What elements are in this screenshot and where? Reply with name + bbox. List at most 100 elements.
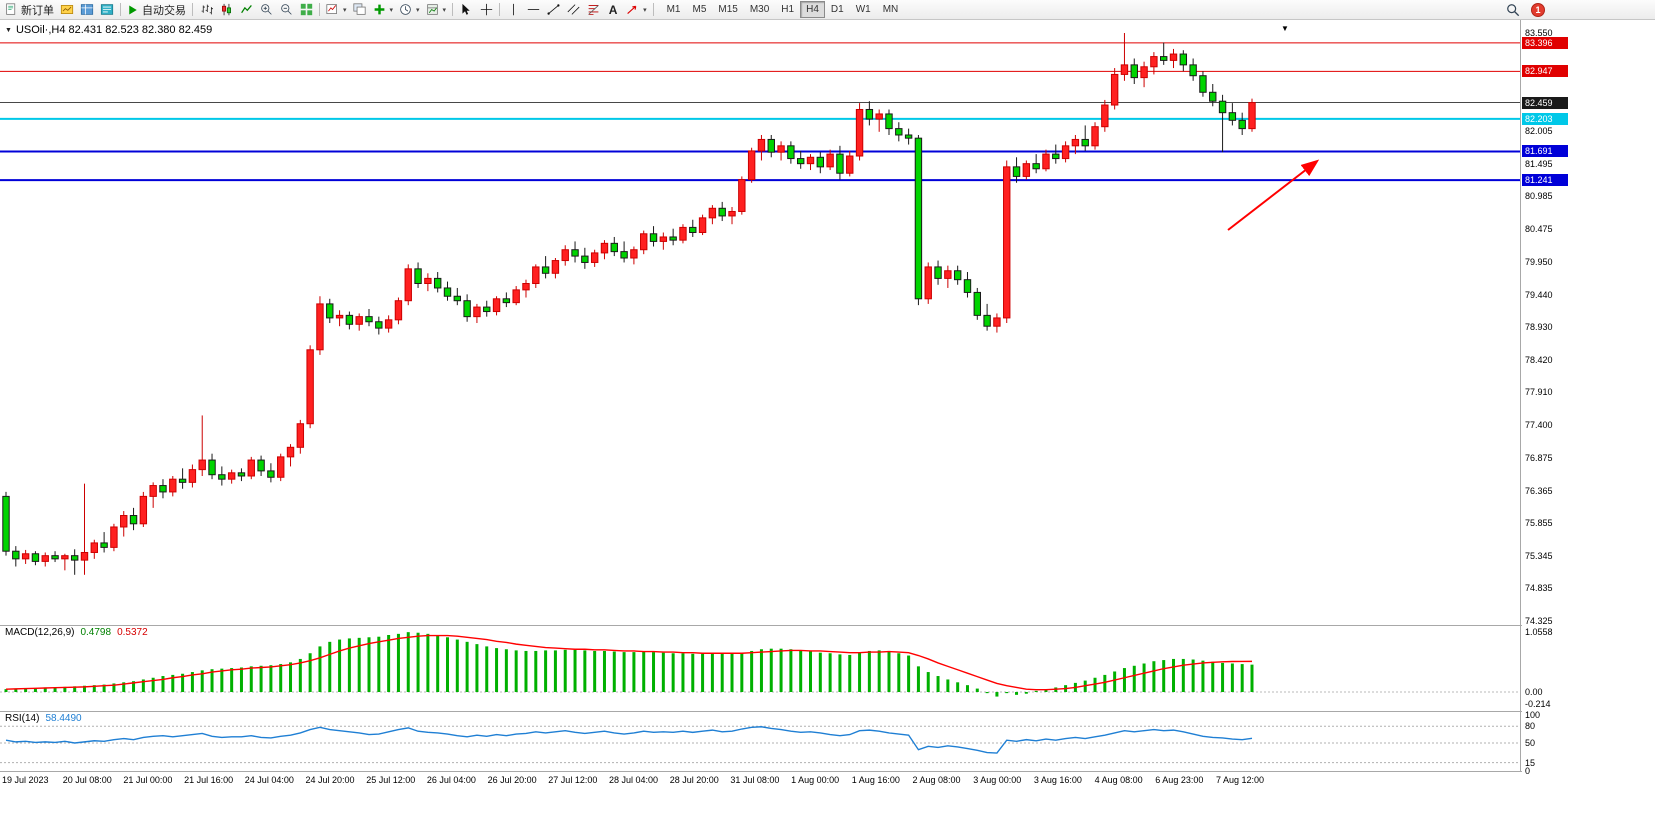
chart-profiles-icon (60, 5, 74, 14)
time-axis-label: 31 Jul 08:00 (730, 775, 780, 785)
toolbar-right-group: 1 (1503, 1, 1653, 19)
chart-area[interactable]: ▼ USOil·,H4 82.431 82.523 82.380 82.459 … (0, 20, 1655, 831)
macd-axis-tick: -0.214 (1525, 699, 1551, 710)
time-axis-label: 20 Jul 08:00 (62, 775, 112, 785)
chart-plot-svg (0, 20, 1522, 772)
chart-profiles-button[interactable] (57, 1, 77, 19)
toolbar-separator (192, 3, 193, 16)
crosshair-tool-button[interactable] (476, 1, 496, 19)
rsi-line (5, 726, 1253, 754)
rsi-axis-tick: 50 (1525, 738, 1536, 748)
arrow-shape-icon (627, 5, 637, 14)
timeframe-button-m1[interactable]: M1 (666, 4, 681, 15)
search-icon (1507, 3, 1520, 16)
templates-button[interactable]: ▾ (423, 1, 450, 19)
line-chart-button[interactable] (236, 1, 256, 19)
timeframe-button-mn[interactable]: MN (882, 4, 899, 15)
price-axis-tick: 80.475 (1525, 224, 1553, 234)
trendline-tool-button[interactable] (543, 1, 563, 19)
tile-windows-button[interactable] (296, 1, 316, 19)
chart-symbol-ohlc-label: ▼ USOil·,H4 82.431 82.523 82.380 82.459 (5, 24, 212, 36)
price-axis-tick: 75.345 (1525, 550, 1553, 561)
macd-params: MACD(12,26,9) (5, 627, 75, 638)
fibonacci-tool-button[interactable] (583, 1, 603, 19)
timeframe-button-d1[interactable]: D1 (830, 4, 844, 15)
macd-histogram (4, 632, 1254, 697)
price-axis[interactable]: 83.550 82.005 81.495 80.985 80.475 79.950 79.4… (1522, 20, 1582, 791)
macd-signal-value: 0.5372 (117, 627, 148, 638)
chart-shift-marker-icon[interactable]: ▼ (1281, 24, 1289, 33)
trendline-icon (547, 4, 560, 15)
channel-tool-button[interactable] (563, 1, 583, 19)
price-axis-tick: 78.930 (1525, 322, 1553, 333)
rsi-value: 58.4490 (45, 713, 82, 724)
dropdown-caret-icon: ▾ (343, 6, 347, 14)
rsi-axis-tick: 15 (1525, 757, 1536, 768)
bar-chart-button[interactable] (196, 1, 216, 19)
new-order-button[interactable]: 新订单 (2, 1, 57, 19)
candlestick-chart-button[interactable] (216, 1, 236, 19)
time-axis-label: 4 Aug 08:00 (1094, 775, 1143, 785)
arrows-tool-button[interactable]: ▾ (623, 1, 650, 19)
price-badge: 81.241 (1522, 174, 1568, 187)
zoom-out-button[interactable] (276, 1, 296, 19)
time-axis-label: 2 Aug 08:00 (912, 775, 961, 785)
candlestick-chart-icon (221, 3, 231, 16)
text-tool-icon: A (608, 2, 618, 17)
price-axis-tick: 79.440 (1525, 289, 1553, 300)
text-tool-button[interactable]: A (603, 1, 623, 19)
macd-axis-tick: 1.0558 (1525, 626, 1553, 637)
cascade-windows-icon (353, 3, 366, 15)
search-button[interactable] (1503, 1, 1523, 19)
price-badge: 81.691 (1522, 145, 1568, 158)
horizontal-level-lines (0, 42, 1520, 182)
time-axis-label: 6 Aug 23:00 (1155, 775, 1204, 785)
price-axis-tick: 74.325 (1525, 616, 1553, 626)
price-axis-tick: 77.400 (1525, 420, 1553, 430)
notification-badge[interactable]: 1 (1531, 2, 1545, 17)
timeframe-button-m5[interactable]: M5 (692, 4, 707, 15)
toolbar-separator (652, 3, 654, 16)
cursor-tool-button[interactable] (456, 1, 476, 19)
price-axis-tick: 74.835 (1525, 583, 1553, 594)
horizontal-line-tool-button[interactable] (523, 1, 543, 19)
auto-trading-button[interactable]: 自动交易 (124, 1, 189, 19)
timeframe-button-h4[interactable]: H4 (800, 1, 825, 18)
time-axis-label: 24 Jul 04:00 (244, 775, 294, 785)
market-watch-button[interactable] (77, 1, 97, 19)
periods-button[interactable]: ▾ (396, 1, 423, 19)
vertical-line-tool-button[interactable] (503, 1, 523, 19)
clock-icon (400, 4, 411, 15)
time-axis[interactable]: 19 Jul 2023 20 Jul 08:00 21 Jul 00:00 21 Ju… (0, 773, 1521, 789)
dropdown-caret-icon: ▾ (389, 6, 394, 14)
price-axis-tick: 76.365 (1525, 485, 1553, 496)
time-axis-label: 25 Jul 12:00 (366, 775, 416, 785)
price-axis-tick: 76.875 (1525, 453, 1553, 464)
price-axis-tick: 78.420 (1525, 354, 1553, 365)
timeframe-button-m15[interactable]: M15 (718, 4, 738, 15)
chart-menu-icon[interactable]: ▼ (5, 26, 12, 34)
bar-chart-icon (201, 4, 213, 15)
time-axis-label: 26 Jul 04:00 (426, 775, 476, 785)
toolbar-separator (452, 3, 454, 16)
cursor-icon (462, 3, 470, 15)
time-axis-label: 21 Jul 16:00 (184, 775, 234, 785)
time-axis-label: 3 Aug 00:00 (973, 775, 1022, 785)
toolbar-separator (499, 3, 501, 16)
zoom-in-button[interactable] (256, 1, 276, 19)
timeframe-button-h1[interactable]: H1 (781, 4, 795, 15)
price-badge: 82.947 (1522, 65, 1568, 78)
price-badge: 82.203 (1522, 112, 1568, 125)
fibonacci-icon (587, 5, 599, 15)
timeframe-button-m30[interactable]: M30 (749, 4, 770, 15)
time-axis-label: 19 Jul 2023 (2, 775, 49, 785)
new-chart-button[interactable]: ▾ (323, 1, 350, 19)
indicators-button[interactable]: ▾ (370, 1, 397, 19)
time-axis-label: 28 Jul 04:00 (609, 775, 659, 785)
data-window-button[interactable] (97, 1, 117, 19)
price-badge: 83.396 (1522, 36, 1568, 49)
trend-arrow-annotation[interactable] (1227, 159, 1320, 231)
timeframe-button-w1[interactable]: W1 (855, 4, 871, 15)
cascade-windows-button[interactable] (350, 1, 370, 19)
time-axis-label: 1 Aug 00:00 (791, 775, 840, 785)
